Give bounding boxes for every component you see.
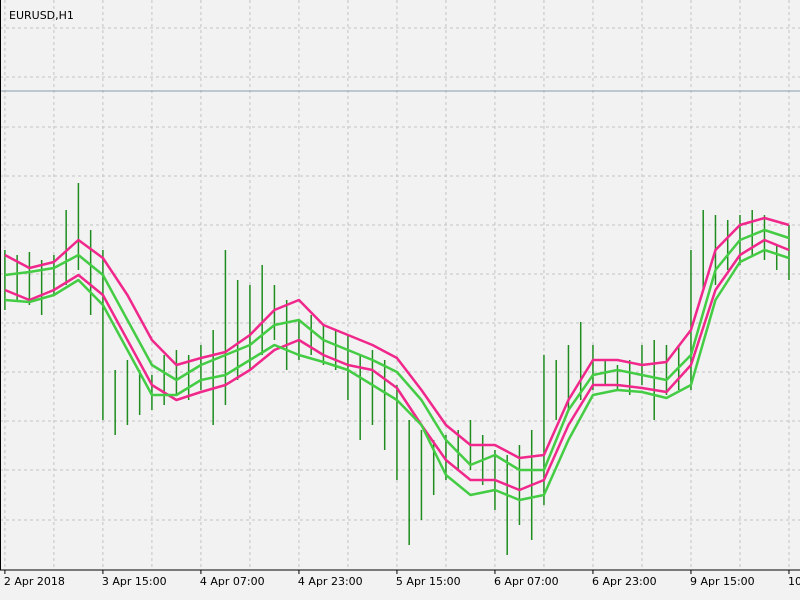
- x-tick-label: 10: [788, 575, 800, 588]
- x-tick-label: 4 Apr 23:00: [298, 575, 363, 588]
- x-tick-label: 2 Apr 2018: [4, 575, 65, 588]
- indicator-line: [4, 228, 790, 472]
- x-tick-label: 3 Apr 15:00: [102, 575, 167, 588]
- chart-title: EURUSD,H1: [9, 9, 74, 22]
- x-tick-label: 6 Apr 07:00: [494, 575, 559, 588]
- x-tick-label: 4 Apr 07:00: [200, 575, 265, 588]
- indicator-line: [4, 238, 790, 492]
- indicator-line: [4, 216, 790, 460]
- x-tick-label: 6 Apr 23:00: [592, 575, 657, 588]
- indicator-line: [4, 248, 790, 502]
- x-tick-label: 9 Apr 15:00: [690, 575, 755, 588]
- x-tick-label: 5 Apr 15:00: [396, 575, 461, 588]
- plot-area: [0, 0, 800, 570]
